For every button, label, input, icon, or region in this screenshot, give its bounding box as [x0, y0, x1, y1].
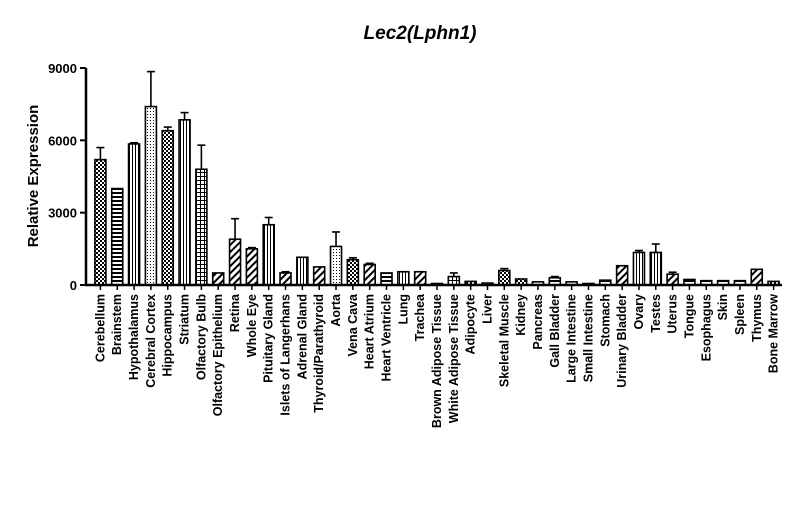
bar: [312, 266, 326, 286]
bar: [279, 272, 292, 286]
x-tick-label: Olfactory Bulb: [194, 294, 208, 380]
bar: [228, 238, 242, 286]
x-tick-label: Small Intestine: [581, 294, 595, 382]
x-tick-label: Brown Adipose Tissue: [430, 294, 444, 428]
bar: [262, 223, 276, 286]
x-tick-label: Thymus: [750, 294, 764, 342]
x-tick-label: Gall Bladder: [548, 294, 562, 368]
x-tick-label: Tongue: [682, 294, 696, 338]
x-tick-label: Large Intestine: [565, 294, 579, 383]
x-tick-label: Cerebellum: [93, 294, 107, 362]
bar: [211, 272, 225, 286]
x-tick-label: Adrenal Gland: [295, 294, 309, 379]
y-axis-label: Relative Expression: [25, 105, 42, 248]
bar: [447, 275, 461, 286]
x-tick-label: Heart Ventricle: [380, 294, 394, 382]
x-axis: Cerebellum Brainstem Hypothalamus Cerebral …: [85, 283, 782, 428]
x-tick-label: Hippocampus: [161, 294, 175, 377]
bar: [94, 158, 107, 286]
x-tick-label: Urinary Bladder: [615, 294, 629, 388]
bar: [245, 248, 259, 286]
x-tick-label: Vena Cava: [346, 293, 360, 357]
x-tick-label: White Adipose Tissue: [447, 294, 461, 423]
bar: [161, 129, 175, 286]
x-tick-label: Liver: [480, 294, 494, 324]
x-tick-label: Thyroid/Parathyroid: [312, 294, 326, 413]
x-tick-label: Pancreas: [531, 294, 545, 350]
x-tick-label: Stomach: [598, 294, 612, 347]
bar: [498, 269, 511, 286]
x-tick-label: Kidney: [514, 294, 528, 336]
bar: [380, 272, 393, 286]
bar: [363, 263, 376, 286]
x-tick-label: Testes: [649, 294, 663, 333]
bar: [413, 270, 427, 286]
x-tick-label: Bone Marrow: [767, 294, 781, 373]
y-axis: 0 3000 6000 9000: [48, 61, 88, 293]
x-tick-label: Esophagus: [699, 294, 713, 361]
x-tick-label: Striatum: [178, 294, 192, 345]
x-tick-label: Retina: [228, 293, 242, 332]
x-tick-label: Brainstem: [110, 294, 124, 355]
bars: [94, 70, 780, 286]
y-tick-label: 0: [70, 278, 77, 293]
bar: [195, 168, 208, 286]
x-tick-label: Heart Atrium: [363, 294, 377, 369]
bar: [666, 273, 679, 286]
bar: [615, 264, 629, 286]
bar: [750, 268, 764, 286]
bar: [397, 270, 410, 286]
bar: [144, 105, 158, 286]
bar: [649, 251, 663, 286]
bar: [329, 245, 343, 286]
x-tick-label: Aorta: [329, 293, 343, 327]
x-tick-label: Uterus: [666, 294, 680, 334]
x-tick-label: Skin: [716, 294, 730, 320]
y-tick-label: 3000: [48, 206, 77, 221]
x-tick-label: Spleen: [733, 294, 747, 335]
x-tick-label: Trachea: [413, 293, 427, 341]
bar: [178, 119, 191, 286]
x-tick-label: Whole Eye: [245, 294, 259, 357]
bar: [346, 258, 360, 286]
x-tick-label: Ovary: [632, 294, 646, 329]
bar: [127, 143, 141, 286]
x-tick-label: Olfactory Epithelium: [211, 294, 225, 416]
x-tick-label: Hypothalamus: [127, 294, 141, 380]
bar: [296, 256, 309, 286]
y-tick-label: 9000: [48, 61, 77, 76]
bar: [110, 187, 124, 286]
bar: [632, 251, 646, 286]
chart-title: Lec2(Lphn1): [364, 23, 477, 44]
y-tick-label: 6000: [48, 133, 77, 148]
x-tick-label: Adipocyte: [464, 294, 478, 354]
x-tick-label: Skeletal Muscle: [497, 294, 511, 387]
x-tick-label: Cerebral Cortex: [144, 294, 158, 388]
x-tick-label: Islets of Langerhans: [279, 294, 293, 416]
x-tick-label: Pituitary Gland: [262, 294, 276, 383]
x-tick-label: Lung: [396, 294, 410, 325]
